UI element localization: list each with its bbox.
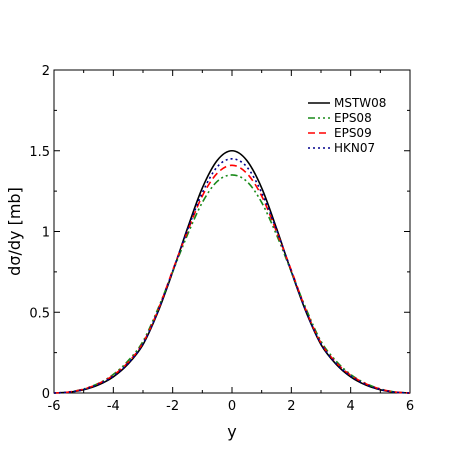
axis-ticks: -6 -4 -2 0 2 4 6 0 0.5 1 1.5 2	[29, 64, 414, 414]
y-tick-label: 2	[42, 64, 50, 79]
series-line-eps09	[53, 164, 411, 394]
series-layer	[53, 149, 411, 394]
y-axis-label: dσ/dy [mb]	[5, 187, 24, 276]
x-tick-label: 2	[287, 399, 295, 414]
y-tick-label: 1.5	[29, 145, 50, 160]
x-tick-label: 4	[347, 399, 355, 414]
x-tick-label: 6	[406, 399, 414, 414]
series-line-hkn07	[53, 158, 411, 394]
legend-label-hkn07: HKN07	[334, 141, 375, 155]
legend-label-mstw08: MSTW08	[334, 96, 386, 110]
y-tick-label: 1	[42, 226, 50, 241]
x-tick-label: 0	[228, 399, 236, 414]
legend-label-eps08: EPS08	[334, 111, 372, 125]
y-tick-label: 0	[42, 387, 50, 402]
x-tick-label: -2	[166, 399, 179, 414]
legend-label-eps09: EPS09	[334, 126, 372, 140]
y-tick-label: 0.5	[29, 306, 50, 321]
x-axis-label: y	[227, 422, 236, 441]
x-tick-label: -6	[48, 399, 61, 414]
x-tick-label: -4	[107, 399, 120, 414]
series-line-mstw08	[53, 149, 411, 394]
series-line-eps08	[53, 174, 411, 394]
